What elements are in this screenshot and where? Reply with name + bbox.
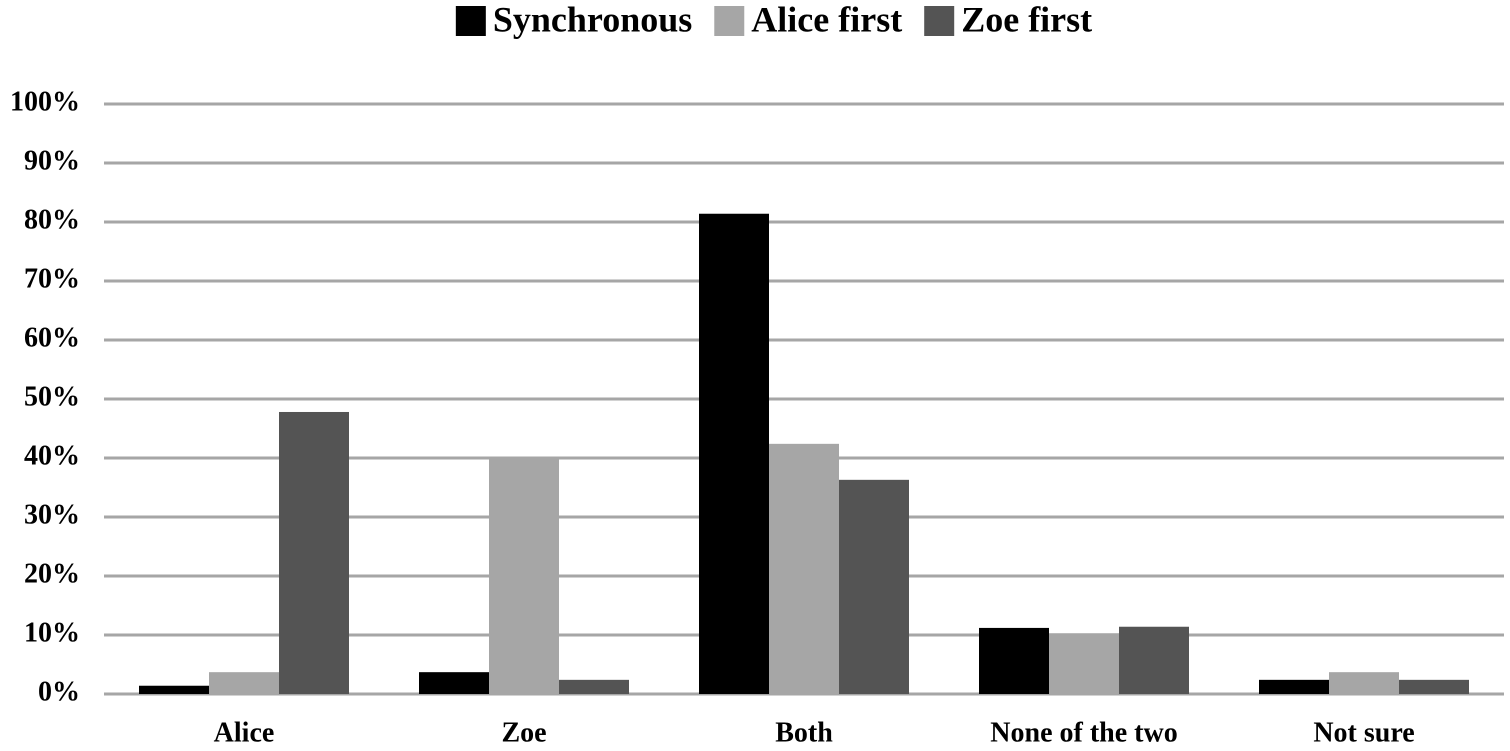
x-tick-label: Zoe [501,717,546,748]
x-tick-label: Alice [214,717,275,748]
x-tick-label: Both [775,717,833,748]
legend-swatch [455,6,486,36]
y-tick-label: 90% [24,145,80,176]
bar [209,672,279,694]
y-tick-label: 60% [24,322,80,353]
y-tick-label: 80% [24,204,80,235]
bar [419,672,489,694]
y-tick-label: 50% [24,381,80,412]
bar [1049,633,1119,694]
x-tick-label: Not sure [1313,717,1414,748]
legend-swatch [714,6,745,36]
bar [979,627,1049,694]
y-tick-label: 70% [24,263,80,294]
bar [489,456,559,694]
legend-label: Synchronous [493,0,692,39]
x-tick-label: None of the two [990,717,1177,748]
y-tick-label: 0% [38,676,80,707]
y-tick-label: 100% [10,86,80,117]
legend-label: Zoe first [961,0,1092,39]
bar [1399,679,1469,694]
bar [559,679,629,694]
bar [139,685,209,694]
bar [1329,672,1399,694]
y-tick-label: 10% [24,617,80,648]
bar [1259,679,1329,694]
legend-label: Alice first [751,0,902,39]
legend-swatch [924,6,955,36]
y-tick-label: 20% [24,558,80,589]
bar [839,479,909,694]
bar [769,443,839,694]
bar [279,411,349,694]
y-tick-label: 30% [24,499,80,530]
y-tick-label: 40% [24,440,80,471]
bar [1119,626,1189,694]
bar [699,213,769,695]
